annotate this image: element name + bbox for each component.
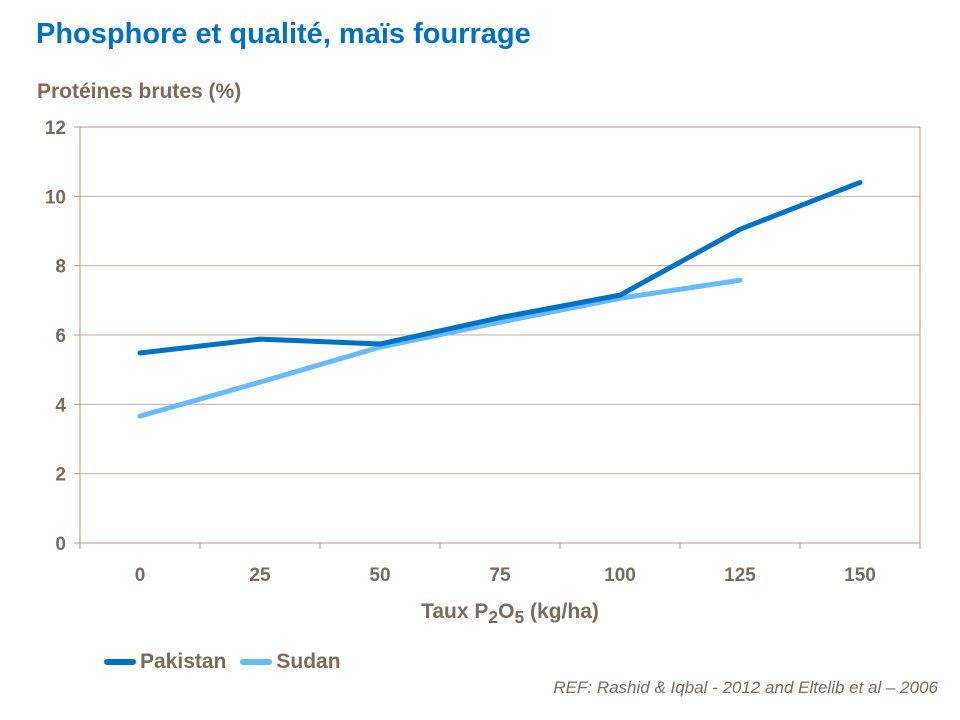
- x-label-sub: 5: [514, 607, 525, 628]
- x-tick-label: 0: [135, 565, 146, 586]
- y-tick-label: 4: [55, 395, 66, 416]
- x-tick-label: 125: [724, 565, 756, 586]
- legend-swatch: [240, 659, 273, 665]
- reference-note: REF: Rashid & Iqbal - 2012 and Eltelib e…: [553, 678, 938, 697]
- legend-item-sudan: Sudan: [240, 650, 341, 674]
- x-tick-label: 150: [844, 565, 876, 586]
- x-label-part: Taux P: [421, 600, 489, 623]
- y-tick-label: 2: [55, 465, 66, 486]
- y-tick-label: 0: [55, 534, 66, 555]
- y-tick-label: 6: [55, 326, 66, 347]
- x-tick-label: 100: [604, 565, 636, 586]
- x-label-part: (kg/ha): [524, 600, 599, 623]
- x-axis-label: Taux P2O5 (kg/ha): [0, 600, 960, 628]
- legend: Pakistan Sudan: [104, 650, 341, 674]
- x-label-part: O: [498, 600, 515, 623]
- y-axis-label: Protéines brutes (%): [37, 80, 242, 103]
- legend-label: Pakistan: [140, 650, 227, 673]
- y-tick-label: 8: [55, 257, 66, 278]
- legend-item-pakistan: Pakistan: [104, 650, 226, 674]
- y-tick-label: 10: [45, 187, 66, 208]
- legend-label: Sudan: [276, 650, 341, 673]
- series-line-pakistan: [137, 179, 863, 356]
- y-tick-label: 12: [45, 118, 66, 139]
- x-label-sub: 2: [488, 607, 499, 628]
- slide-title: Phosphore et qualité, maïs fourrage: [36, 18, 531, 50]
- x-tick-label: 25: [249, 565, 271, 586]
- x-tick-label: 75: [489, 565, 511, 586]
- legend-swatch: [104, 659, 136, 665]
- series-line-sudan: [137, 277, 743, 419]
- x-tick-label: 50: [369, 565, 390, 586]
